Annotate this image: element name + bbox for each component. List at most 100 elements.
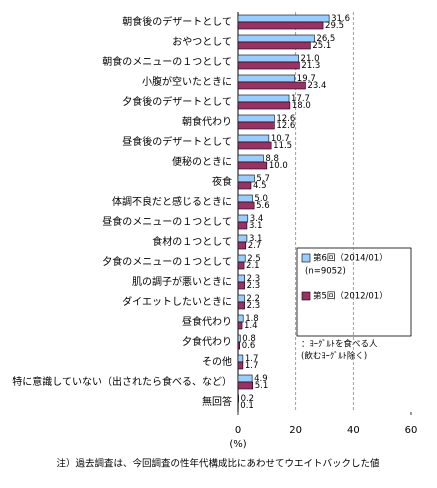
bar	[237, 94, 290, 103]
bar	[237, 234, 248, 243]
bar	[237, 61, 300, 70]
y-tick-label: 昼食後のデザートとして	[122, 135, 232, 148]
legend-swatch	[301, 253, 311, 263]
value-label: 5.7	[256, 174, 270, 184]
value-label: 2.3	[247, 274, 261, 284]
y-tick-label: 昼食代わり	[182, 315, 232, 328]
bar	[237, 221, 248, 230]
footnote: 注）過去調査は、今回調査の性年代構成比にあわせてウエイトバックした値	[56, 458, 380, 470]
legend-swatch	[301, 291, 311, 301]
bar	[237, 241, 247, 250]
value-label: 2.5	[247, 254, 261, 264]
bar	[237, 174, 255, 183]
value-label: 1.8	[245, 314, 259, 324]
value-label: 5.0	[254, 194, 268, 204]
y-tick-label: 小腹が空いたときに	[142, 75, 232, 88]
bar	[237, 54, 299, 63]
bar	[237, 214, 249, 223]
bar	[237, 374, 253, 383]
value-label: 1.7	[245, 354, 259, 364]
bar	[237, 381, 254, 390]
bar	[237, 41, 311, 50]
bar	[237, 301, 245, 310]
y-tick-label: 便秘のときに	[172, 155, 232, 168]
legend-box	[296, 247, 412, 337]
value-label: 31.6	[331, 14, 350, 24]
y-tick-label: 朝食のメニューの１つとして	[102, 55, 232, 68]
x-axis-label: (%)	[229, 439, 246, 450]
value-label: 1.4	[244, 321, 258, 331]
bar	[237, 354, 244, 363]
x-tick-label: 40	[347, 425, 360, 436]
bar	[237, 74, 296, 83]
bar	[237, 334, 241, 343]
bar	[237, 194, 253, 203]
value-label: 2.7	[248, 241, 262, 251]
value-label: 11.5	[273, 141, 292, 151]
value-label: 12.6	[276, 114, 295, 124]
value-label: 25.1	[312, 41, 331, 51]
y-tick-label: 夕食のメニューの１つとして	[102, 255, 232, 268]
y-tick-label: 肌の調子が悪いときに	[132, 275, 232, 288]
bar	[237, 181, 252, 190]
bar	[237, 294, 245, 303]
value-label: 21.0	[301, 54, 320, 64]
y-tick-label: 食材の１つとして	[152, 235, 232, 248]
value-label: 18.0	[292, 101, 311, 111]
value-label: 3.1	[249, 234, 263, 244]
y-tick-label: 朝食後のデザートとして	[122, 15, 232, 28]
value-label: 0.6	[242, 341, 256, 351]
bar	[237, 134, 270, 143]
value-label: 2.3	[247, 281, 261, 291]
value-label: 2.2	[246, 294, 260, 304]
value-label: 23.4	[307, 81, 326, 91]
y-tick-label: 無回答	[202, 395, 232, 408]
y-tick-label: 夕食後のデザートとして	[122, 95, 232, 108]
value-label: 3.1	[249, 221, 263, 231]
bar	[237, 154, 264, 163]
value-label: 1.7	[245, 361, 259, 371]
value-label: 21.3	[301, 61, 320, 71]
value-label: 0.1	[240, 401, 254, 411]
value-label: 12.6	[276, 121, 295, 131]
y-tick-label: その他	[202, 355, 232, 368]
bar	[237, 341, 241, 350]
y-tick-label: ダイエットしたいときに	[122, 295, 232, 308]
bar	[237, 274, 245, 283]
bar	[237, 114, 275, 123]
value-label: 0.2	[241, 394, 255, 404]
bar	[237, 321, 243, 330]
bar	[237, 281, 245, 290]
value-label: 19.7	[297, 74, 316, 84]
value-label: 29.5	[325, 21, 344, 31]
bar	[237, 261, 245, 270]
value-label: 2.3	[247, 301, 261, 311]
value-label: 10.7	[271, 134, 290, 144]
y-tick-label: 朝食代わり	[182, 115, 232, 128]
legend-label: 第6回（2014/01）	[313, 253, 388, 264]
value-label: 4.5	[253, 181, 267, 191]
value-label: 17.7	[291, 94, 310, 104]
value-label: 10.0	[269, 161, 288, 171]
x-tick-label: 0	[235, 425, 241, 436]
annotation: (飲むﾖｰｸﾞﾙﾄ除く)	[301, 351, 367, 362]
value-label: 5.6	[256, 201, 270, 211]
bar	[237, 101, 291, 110]
value-label: 4.9	[254, 374, 268, 384]
bar	[237, 201, 255, 210]
x-tick-label: 20	[289, 425, 302, 436]
value-label: 8.8	[265, 154, 279, 164]
bar	[237, 361, 244, 370]
value-label: 5.1	[255, 381, 269, 391]
value-label: 26.5	[316, 34, 335, 44]
bar	[237, 14, 330, 23]
y-tick-label: 夕食代わり	[182, 335, 232, 348]
x-tick-label: 60	[405, 425, 418, 436]
bar	[237, 34, 315, 43]
legend-note: (n=9052)	[305, 267, 346, 277]
legend-label: 第5回（2012/01）	[313, 291, 388, 302]
y-tick-label: 体調不良だと感じるときに	[112, 195, 232, 208]
annotation: ：ﾖｰｸﾞﾙﾄを食べる人	[301, 339, 378, 350]
